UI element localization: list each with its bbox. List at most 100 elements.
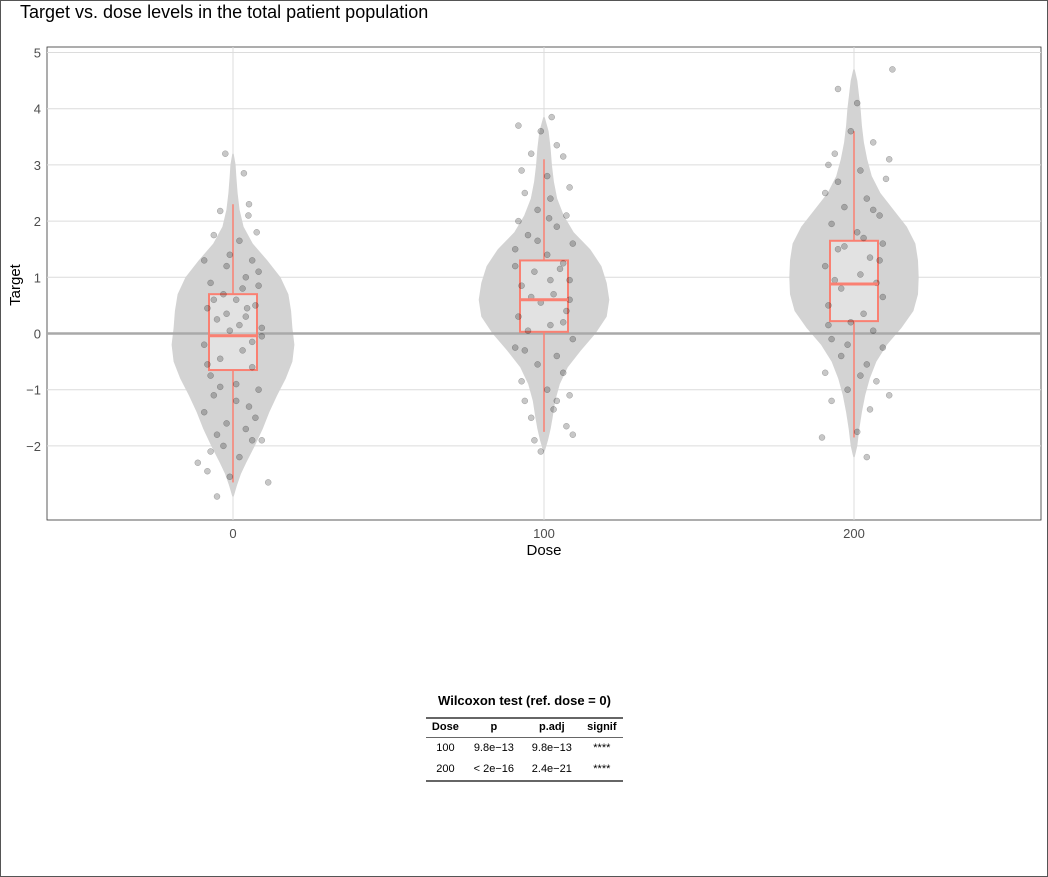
data-point xyxy=(521,397,529,405)
stats-table: Dose p p.adj signif 100 9.8e−13 9.8e−13 … xyxy=(426,717,623,782)
data-point xyxy=(534,206,541,214)
data-point xyxy=(245,403,253,410)
data-point xyxy=(200,341,208,348)
data-point xyxy=(873,378,880,385)
data-point xyxy=(857,167,864,174)
data-point xyxy=(204,467,211,475)
box-0 xyxy=(208,293,258,372)
data-point xyxy=(847,319,855,326)
data-point xyxy=(524,231,532,239)
data-point xyxy=(869,139,877,146)
y-tick-label: 0 xyxy=(34,327,41,342)
y-axis-title: Target xyxy=(7,263,24,306)
stats-row: 200 < 2e−16 2.4e−21 **** xyxy=(426,759,623,782)
data-point xyxy=(841,203,848,211)
stats-cell-signif: **** xyxy=(580,759,623,782)
wilcoxon-table-title: Wilcoxon test (ref. dose = 0) xyxy=(438,693,611,708)
data-point xyxy=(248,257,256,264)
data-point xyxy=(837,352,845,360)
data-point xyxy=(207,448,214,455)
data-point xyxy=(255,386,262,393)
data-point xyxy=(885,156,893,163)
data-point xyxy=(869,206,877,214)
data-point xyxy=(210,231,218,239)
data-point xyxy=(553,141,561,149)
data-point xyxy=(232,397,240,405)
data-point xyxy=(236,321,243,329)
data-point xyxy=(818,434,826,441)
data-point xyxy=(537,448,545,455)
data-point xyxy=(857,372,864,379)
y-tick-label: 1 xyxy=(34,270,41,285)
col-signif-header: signif xyxy=(580,717,623,738)
data-point xyxy=(226,251,234,259)
data-point xyxy=(204,304,211,312)
data-point xyxy=(553,397,561,405)
data-point xyxy=(511,344,519,351)
box-100 xyxy=(519,259,569,333)
data-point xyxy=(853,99,861,107)
data-point xyxy=(547,195,554,202)
data-point xyxy=(521,189,529,197)
data-point xyxy=(245,212,252,219)
data-point xyxy=(527,414,535,422)
x-tick-label: 100 xyxy=(533,526,555,541)
data-point xyxy=(550,406,557,413)
data-point xyxy=(248,437,256,444)
data-point xyxy=(207,372,214,379)
data-point xyxy=(550,290,557,298)
stats-cell-padj: 2.4e−21 xyxy=(522,759,581,782)
data-point xyxy=(847,127,855,135)
y-tick-label: −1 xyxy=(26,383,41,398)
data-point xyxy=(220,290,227,298)
data-point xyxy=(569,431,577,438)
data-point xyxy=(857,271,864,278)
wilcoxon-table: Wilcoxon test (ref. dose = 0) Dose p p.a… xyxy=(426,693,623,782)
col-p-header: p xyxy=(464,717,523,738)
data-point xyxy=(869,327,877,334)
data-point xyxy=(521,347,529,354)
data-point xyxy=(255,282,262,289)
data-point xyxy=(566,276,573,284)
violin-100 xyxy=(478,117,610,452)
data-point xyxy=(559,153,567,160)
data-point xyxy=(537,127,545,135)
data-point xyxy=(885,392,893,399)
stats-cell-dose: 100 xyxy=(436,742,455,754)
data-point xyxy=(563,212,570,219)
data-point xyxy=(213,431,221,438)
data-point xyxy=(220,442,227,450)
data-point xyxy=(543,251,551,259)
col-dose-header: Dose xyxy=(426,717,465,738)
data-point xyxy=(210,296,218,304)
data-point xyxy=(863,453,871,461)
data-point xyxy=(825,161,832,169)
data-point xyxy=(882,175,890,183)
stats-header-row: Dose p p.adj signif xyxy=(426,717,623,738)
data-point xyxy=(853,428,861,436)
data-point xyxy=(216,355,224,363)
data-point xyxy=(569,335,577,343)
stats-cell-p: < 2e−16 xyxy=(464,759,523,782)
stats-cell-dose: 200 xyxy=(426,759,465,782)
data-point xyxy=(252,302,259,309)
data-point xyxy=(547,276,554,284)
data-point xyxy=(828,220,835,228)
data-point xyxy=(844,341,851,348)
data-point xyxy=(566,392,573,399)
data-point xyxy=(825,302,832,309)
data-point xyxy=(860,310,867,318)
box-200 xyxy=(829,239,879,323)
data-point xyxy=(511,245,519,253)
data-point xyxy=(222,150,229,157)
data-point xyxy=(210,392,218,399)
data-point xyxy=(232,380,240,388)
data-point xyxy=(242,313,250,320)
col-padj-header: p.adj xyxy=(522,717,581,738)
data-point xyxy=(223,310,230,318)
data-point xyxy=(258,333,266,340)
data-point xyxy=(860,234,867,242)
data-point xyxy=(511,262,519,270)
y-tick-label: 2 xyxy=(34,214,41,229)
data-point xyxy=(534,361,541,368)
